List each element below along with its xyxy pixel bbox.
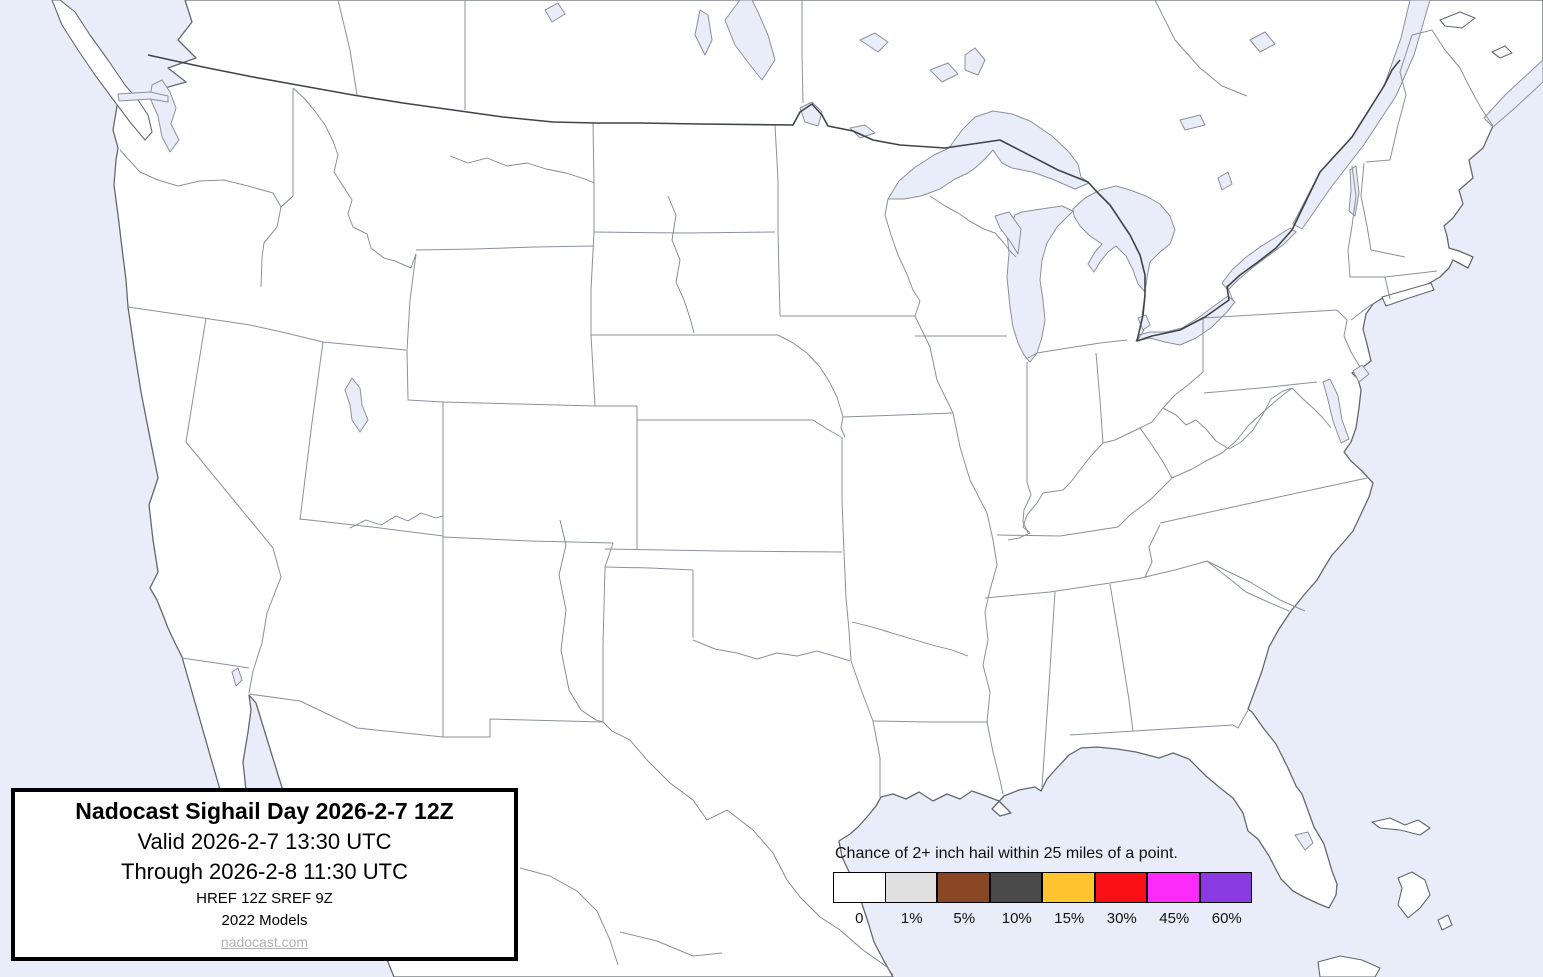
lake-huron bbox=[1072, 185, 1176, 293]
legend-entry: 30% bbox=[1094, 872, 1149, 927]
legend-entry: 0 bbox=[833, 872, 886, 927]
forecast-through-time: Through 2026-2-8 11:30 UTC bbox=[121, 858, 408, 884]
legend-entry: 1% bbox=[884, 872, 939, 927]
legend-perccenter-label: 1% bbox=[900, 910, 923, 927]
missouri-river-montana bbox=[449, 155, 595, 184]
islands bbox=[51, 0, 1513, 977]
salton-sea bbox=[231, 667, 243, 687]
bahamas-andros bbox=[1397, 871, 1431, 919]
canada-small-lake-1 bbox=[859, 32, 889, 53]
bahamas-small bbox=[1437, 914, 1453, 931]
legend-entry: 45% bbox=[1147, 872, 1201, 927]
legend-perccenter-label: 5% bbox=[953, 910, 976, 927]
us-canada-border bbox=[147, 54, 1401, 342]
legend-perccenter-label: 60% bbox=[1211, 910, 1242, 927]
canada-small-lake-4 bbox=[1249, 31, 1276, 53]
landmass bbox=[112, 0, 1543, 977]
international-borders bbox=[147, 54, 1401, 342]
vancouver-island bbox=[51, 0, 153, 141]
forecast-models-year: 2022 Models bbox=[221, 912, 308, 930]
legend-entry: 15% bbox=[1042, 872, 1096, 927]
delaware-bay bbox=[1352, 364, 1370, 383]
hail-legend: Chance of 2+ inch hail within 25 miles o… bbox=[833, 845, 1253, 927]
legend-entry: 10% bbox=[989, 872, 1044, 927]
lake-winnipeg bbox=[724, 0, 776, 81]
rivers bbox=[280, 155, 969, 976]
san-juan-river bbox=[349, 512, 444, 529]
legend-perccenter-label: 15% bbox=[1054, 910, 1085, 927]
legend-entry: 60% bbox=[1199, 872, 1254, 927]
legend-color-swatch bbox=[989, 872, 1043, 903]
legend-color-swatch bbox=[833, 872, 886, 903]
legend-color-swatch bbox=[1199, 872, 1253, 903]
legend-color-swatch bbox=[884, 872, 938, 903]
canada-small-lake-3 bbox=[544, 2, 566, 23]
lake-nipissing bbox=[1179, 114, 1206, 131]
legend-title: Chance of 2+ inch hail within 25 miles o… bbox=[835, 845, 1178, 862]
legend-color-swatch bbox=[937, 872, 990, 903]
legend-entry: 5% bbox=[937, 872, 991, 927]
forecast-valid-time: Valid 2026-2-7 13:30 UTC bbox=[137, 829, 392, 855]
legend-perccenter-label: 0 bbox=[855, 910, 864, 927]
rainy-lake bbox=[849, 124, 876, 139]
missouri-river-dakotas bbox=[667, 195, 695, 334]
lake-erie bbox=[1135, 295, 1236, 346]
cuba bbox=[1317, 955, 1381, 977]
arkansas-river bbox=[851, 621, 969, 657]
green-bay bbox=[994, 211, 1022, 255]
great-salt-lake bbox=[344, 377, 369, 433]
lake-nipigon bbox=[964, 47, 986, 76]
legend-color-swatch bbox=[1147, 872, 1200, 903]
rio-grande-river bbox=[558, 519, 894, 976]
bahamas-grand bbox=[1371, 817, 1431, 836]
anticosti-island bbox=[1439, 11, 1476, 29]
lake-michigan bbox=[1006, 205, 1074, 363]
lake-manitoba bbox=[694, 9, 713, 56]
columbia-snake-river bbox=[280, 195, 294, 208]
long-island bbox=[1381, 282, 1435, 307]
legend-perccenter-label: 45% bbox=[1159, 910, 1190, 927]
lake-champlain bbox=[1348, 165, 1360, 217]
legend-color-swatch bbox=[1042, 872, 1095, 903]
forecast-title: Nadocast Sighail Day 2026-2-7 12Z bbox=[75, 798, 454, 825]
strait-juan-de-fuca bbox=[117, 91, 169, 103]
state-borders bbox=[119, 0, 1494, 966]
legend-color-bar: 0 1% 5% 10% 15% 30% 45% 60% bbox=[833, 872, 1253, 927]
chesapeake-bay bbox=[1322, 378, 1350, 444]
legend-color-swatch bbox=[1094, 872, 1148, 903]
site-link[interactable]: nadocast.com bbox=[220, 933, 309, 950]
lake-simcoe bbox=[1217, 171, 1233, 191]
canada-small-lake-2 bbox=[929, 62, 959, 83]
prince-edward-island bbox=[1491, 45, 1513, 59]
lake-okeechobee bbox=[1294, 831, 1314, 851]
bay-of-fundy bbox=[1483, 59, 1543, 128]
legend-perccenter-label: 30% bbox=[1106, 910, 1137, 927]
legend-perccenter-label: 10% bbox=[1001, 910, 1032, 927]
forecast-models: HREF 12Z SREF 9Z bbox=[196, 890, 333, 908]
forecast-title-box: Nadocast Sighail Day 2026-2-7 12Z Valid … bbox=[11, 788, 518, 961]
